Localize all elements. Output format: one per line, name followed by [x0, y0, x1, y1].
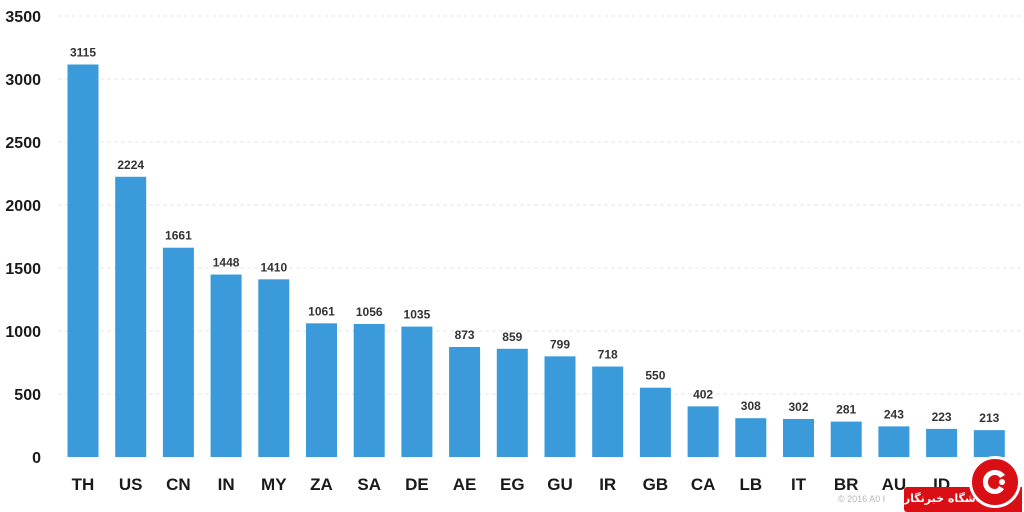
data-label: 213	[979, 411, 999, 425]
y-tick-label: 500	[14, 387, 41, 404]
x-tick-label: IR	[599, 475, 616, 494]
y-tick-label: 3000	[5, 72, 41, 89]
data-label: 859	[502, 330, 522, 344]
copyright-text: © 2016 A0 I	[838, 494, 886, 504]
data-label: 308	[741, 399, 761, 413]
x-tick-label: LB	[739, 475, 762, 494]
data-label: 302	[788, 400, 808, 414]
x-tick-label: AU	[882, 475, 907, 494]
data-label: 1410	[260, 260, 287, 274]
x-tick-label: ZA	[310, 475, 333, 494]
data-label: 3115	[70, 46, 96, 60]
bar	[210, 274, 242, 457]
data-label: 281	[836, 403, 856, 417]
bar	[449, 347, 481, 457]
data-label: 550	[645, 369, 665, 383]
data-label: 1448	[213, 256, 240, 270]
x-tick-label: SA	[357, 475, 381, 494]
bar	[162, 247, 194, 457]
x-tick-label: GB	[643, 475, 669, 494]
bar	[687, 406, 719, 457]
bar	[401, 326, 433, 457]
y-axis-ticks: 0 500 1000 1500 2000 2500 3000 3500	[5, 9, 41, 467]
news-club-logo-icon	[969, 456, 1021, 508]
x-tick-label: GU	[547, 475, 573, 494]
data-label: 1061	[308, 304, 335, 318]
bar	[353, 323, 385, 457]
data-label: 799	[550, 337, 570, 351]
x-tick-label: EG	[500, 475, 525, 494]
data-label: 223	[932, 410, 952, 424]
x-tick-label: TH	[72, 475, 95, 494]
x-tick-label: IT	[791, 475, 807, 494]
y-tick-label: 1500	[5, 261, 41, 278]
x-tick-label: US	[119, 475, 143, 494]
y-tick-label: 1000	[5, 324, 41, 341]
data-label: 718	[598, 348, 618, 362]
bar	[306, 323, 337, 457]
x-tick-label: IN	[218, 475, 235, 494]
bars	[67, 64, 1005, 457]
bar	[67, 64, 99, 457]
bar	[926, 428, 958, 457]
x-axis-ticks: THUSCNINMYZASADEAEEGGUIRGBCALBITBRAUIDJP	[72, 475, 1000, 494]
bar	[258, 279, 290, 457]
y-tick-label: 3500	[5, 9, 41, 26]
x-tick-label: CN	[166, 475, 191, 494]
x-tick-label: DE	[405, 475, 429, 494]
x-tick-label: AE	[453, 475, 477, 494]
data-label: 1661	[165, 229, 192, 243]
bar	[592, 366, 624, 457]
x-tick-label: CA	[691, 475, 716, 494]
bar	[639, 387, 671, 457]
y-tick-label: 2500	[5, 135, 41, 152]
y-tick-label: 0	[32, 450, 41, 467]
bar	[783, 418, 814, 457]
bar	[878, 426, 910, 457]
data-label: 243	[884, 407, 904, 421]
data-labels: 3115 2224 1661 1448 1410 1061 1056 1035 873 859 79…	[70, 46, 1000, 426]
data-label: 1056	[356, 305, 383, 319]
bar	[496, 348, 528, 457]
bar	[115, 176, 147, 457]
data-label: 873	[455, 328, 475, 342]
data-label: 402	[693, 387, 713, 401]
data-label: 1035	[404, 308, 431, 322]
bar	[735, 418, 767, 457]
x-tick-label: MY	[261, 475, 287, 494]
x-tick-label: BR	[834, 475, 859, 494]
badge-text: باشگاه خبرنگاران	[890, 492, 984, 505]
bar	[830, 421, 862, 457]
bar	[544, 356, 576, 457]
gridlines	[58, 15, 1022, 395]
bar	[973, 430, 1005, 457]
data-label: 2224	[117, 158, 144, 172]
watermark-badge: باشگاه خبرنگاران	[891, 487, 1022, 512]
y-tick-label: 2000	[5, 198, 41, 215]
